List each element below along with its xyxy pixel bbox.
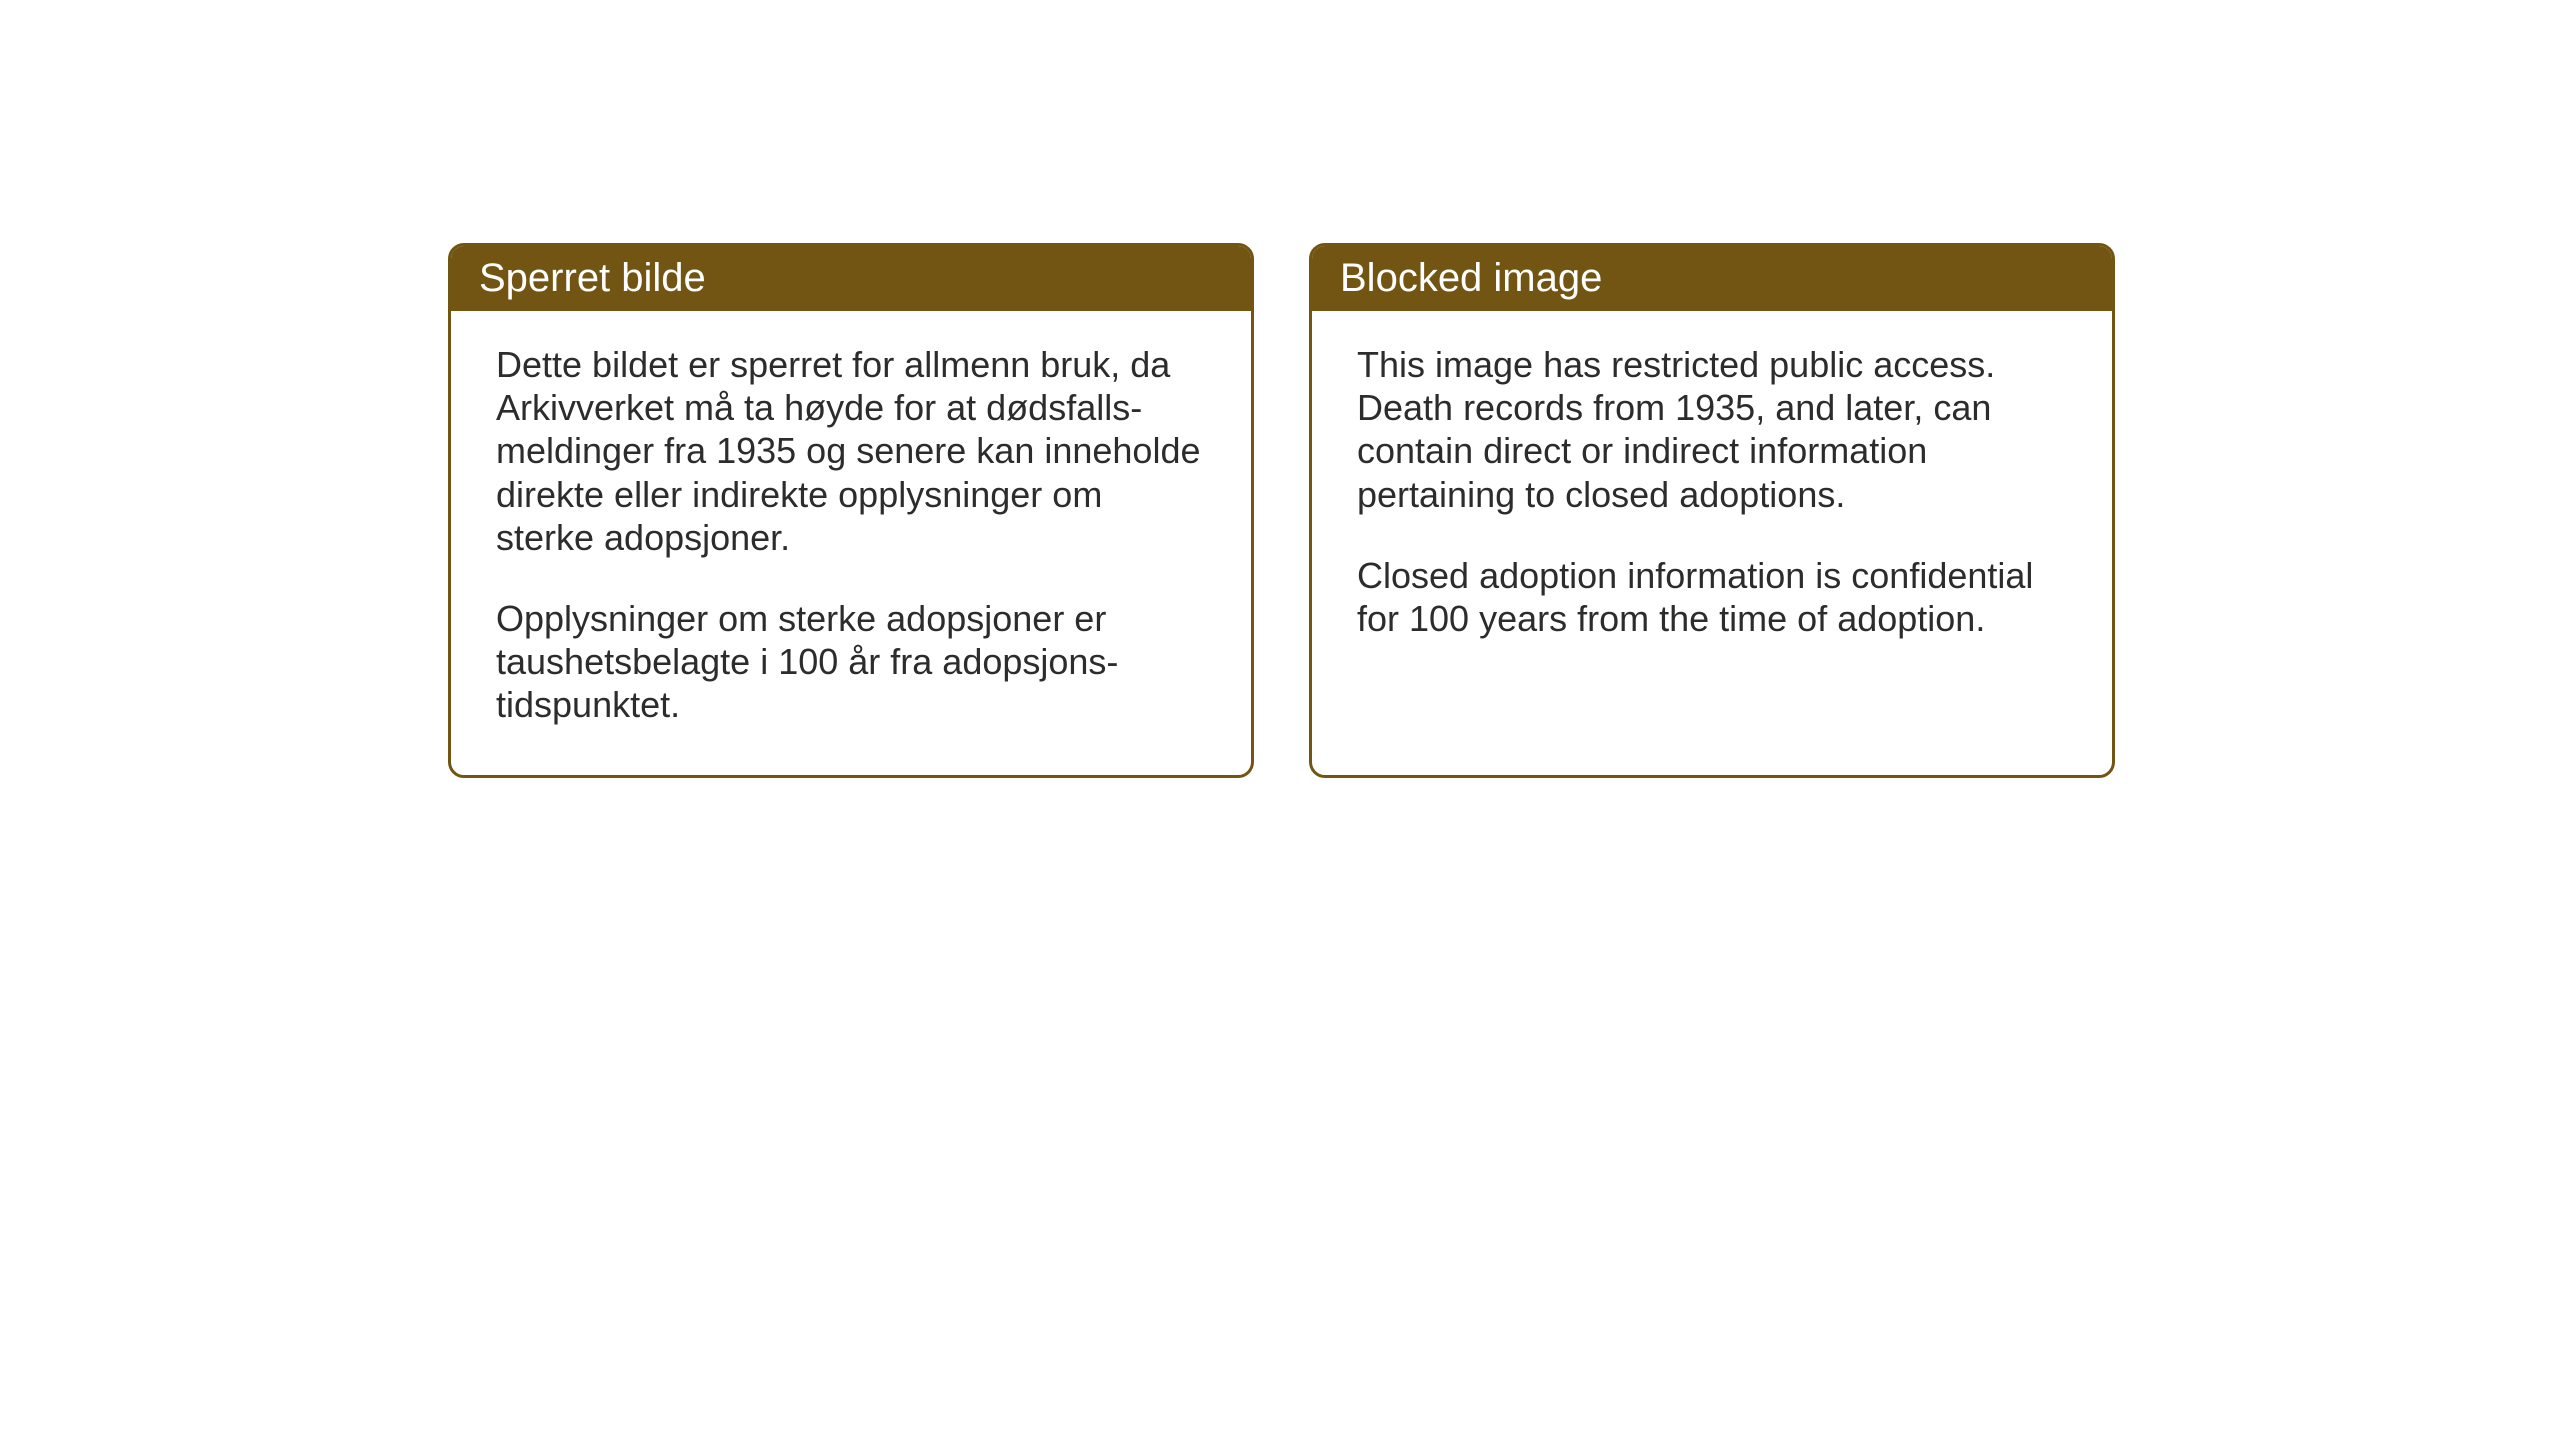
english-paragraph-1: This image has restricted public access.… <box>1357 343 2067 516</box>
norwegian-card-body: Dette bildet er sperret for allmenn bruk… <box>451 311 1251 775</box>
norwegian-paragraph-2: Opplysninger om sterke adopsjoner er tau… <box>496 597 1206 727</box>
notice-container: Sperret bilde Dette bildet er sperret fo… <box>448 243 2115 778</box>
english-notice-card: Blocked image This image has restricted … <box>1309 243 2115 778</box>
norwegian-card-title: Sperret bilde <box>451 246 1251 311</box>
english-card-title: Blocked image <box>1312 246 2112 311</box>
english-paragraph-2: Closed adoption information is confident… <box>1357 554 2067 640</box>
norwegian-notice-card: Sperret bilde Dette bildet er sperret fo… <box>448 243 1254 778</box>
norwegian-paragraph-1: Dette bildet er sperret for allmenn bruk… <box>496 343 1206 559</box>
english-card-body: This image has restricted public access.… <box>1312 311 2112 754</box>
